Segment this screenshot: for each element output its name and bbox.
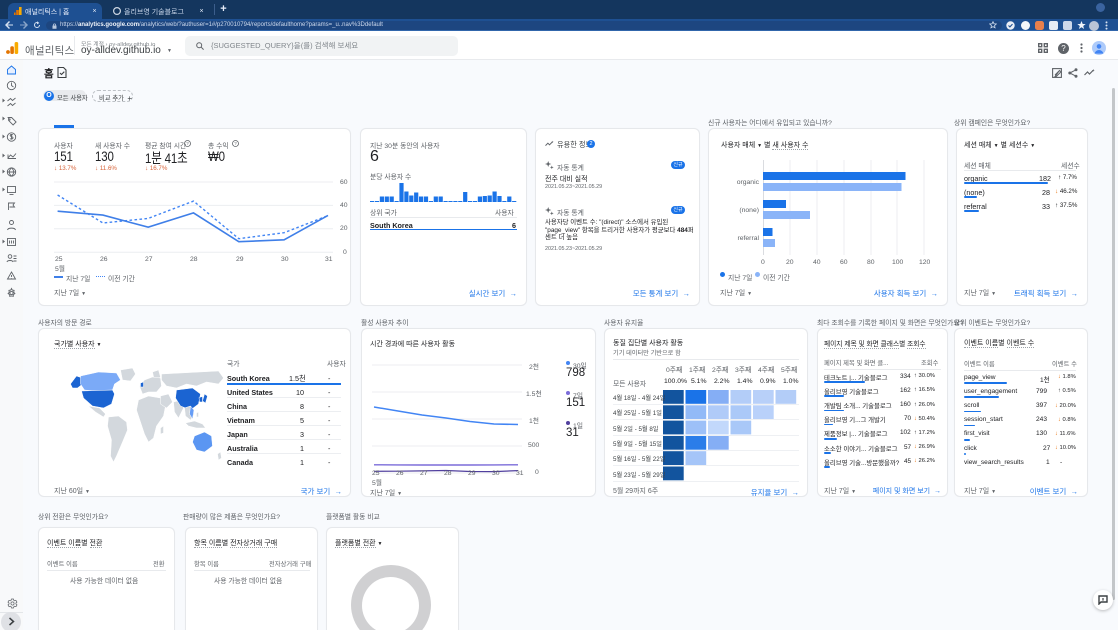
svg-text:?: ? bbox=[234, 141, 237, 146]
svg-text:?: ? bbox=[186, 141, 189, 146]
